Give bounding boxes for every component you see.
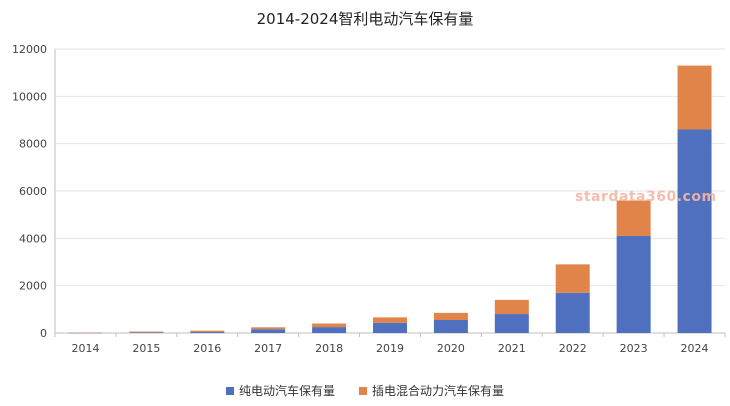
- x-tick-label-2020: 2020: [437, 342, 465, 355]
- bar-bev-2021[interactable]: [494, 314, 529, 333]
- bar-phev-2019[interactable]: [373, 317, 407, 323]
- y-tick-label-0: 0: [40, 327, 47, 340]
- bar-bev-2017[interactable]: [251, 329, 286, 333]
- bar-bev-2016[interactable]: [190, 331, 225, 333]
- legend-swatch-phev: [359, 386, 367, 395]
- x-tick-label-2021: 2021: [498, 342, 526, 355]
- bar-bev-2024[interactable]: [677, 129, 712, 333]
- bar-bev-2022[interactable]: [555, 292, 590, 333]
- bar-phev-2020[interactable]: [433, 312, 468, 320]
- bar-bev-2018[interactable]: [312, 327, 347, 333]
- y-tick-label-6000: 6000: [19, 185, 47, 198]
- legend-swatch-bev: [225, 386, 234, 395]
- bar-phev-2015[interactable]: [129, 331, 164, 333]
- watermark: stardata360.com: [575, 189, 717, 205]
- x-tick-label-2018: 2018: [315, 342, 343, 355]
- y-tick-label-8000: 8000: [19, 138, 47, 151]
- y-tick-label-10000: 10000: [12, 90, 47, 103]
- x-tick-label-2015: 2015: [132, 342, 160, 355]
- bar-bev-2015[interactable]: [129, 332, 164, 333]
- y-tick-label-4000: 4000: [19, 232, 47, 245]
- chart-plot: 0 2000 4000 6000 8000 10000 12000 2014 2015 2016 2…: [12, 43, 726, 355]
- bar-phev-2018[interactable]: [312, 323, 347, 328]
- x-tick-label-2023: 2023: [620, 342, 648, 355]
- bar-phev-2021[interactable]: [494, 299, 529, 315]
- bar-phev-2017[interactable]: [251, 327, 286, 330]
- bar-phev-2014[interactable]: [68, 332, 103, 334]
- x-tick-label-2014: 2014: [71, 342, 99, 355]
- bar-bev-2023[interactable]: [616, 235, 651, 333]
- legend-item-phev[interactable]: 插电混合动力汽车保有量: [359, 382, 504, 399]
- bar-phev-2023[interactable]: [616, 200, 651, 236]
- chart-title: 2014-2024智利电动汽车保有量: [256, 10, 474, 28]
- x-tick-label-2019: 2019: [376, 342, 404, 355]
- y-tick-label-2000: 2000: [19, 280, 47, 293]
- x-tick-label-2022: 2022: [559, 342, 587, 355]
- x-tick-label-2024: 2024: [681, 342, 709, 355]
- legend-label-phev: 插电混合动力汽车保有量: [372, 384, 505, 398]
- legend: 纯电动汽车保有量 插电混合动力汽车保有量: [0, 382, 730, 399]
- bar-bev-2020[interactable]: [433, 319, 468, 333]
- bar-phev-2024[interactable]: [677, 65, 712, 130]
- x-tick-label-2017: 2017: [254, 342, 282, 355]
- legend-item-bev[interactable]: 纯电动汽车保有量: [225, 382, 335, 399]
- axes: 0 2000 4000 6000 8000 10000 12000 2014 2015 2016 2…: [12, 43, 726, 355]
- bars: [68, 65, 712, 334]
- legend-label-bev: 纯电动汽车保有量: [238, 384, 335, 398]
- bar-phev-2022[interactable]: [555, 264, 590, 293]
- bar-bev-2019[interactable]: [373, 322, 407, 333]
- x-tick-label-2016: 2016: [193, 342, 221, 355]
- bar-phev-2016[interactable]: [190, 330, 225, 332]
- y-tick-label-12000: 12000: [12, 43, 47, 56]
